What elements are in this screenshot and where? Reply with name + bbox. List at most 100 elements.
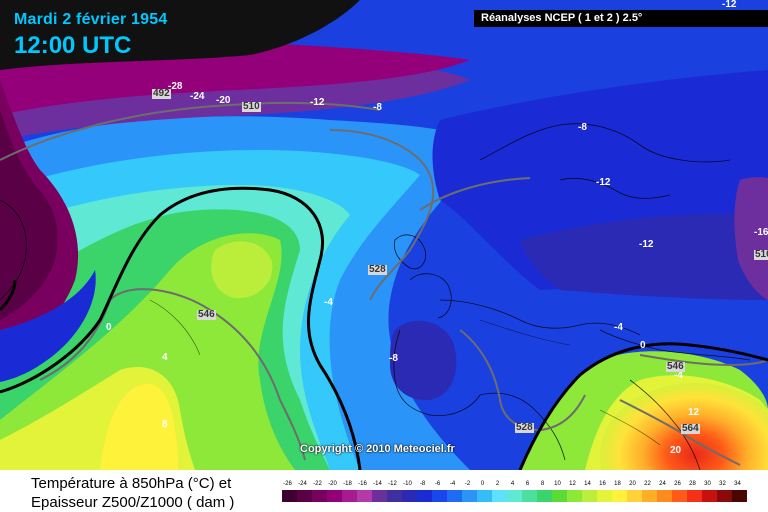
scale-swatch xyxy=(642,490,657,502)
temp-label: 0 xyxy=(640,340,646,351)
temp-label: -4 xyxy=(614,322,623,333)
scale-tick-label: 18 xyxy=(614,481,621,487)
scale-tick-label: -14 xyxy=(373,481,382,487)
scale-swatch xyxy=(462,490,477,502)
scale-tick-label: -26 xyxy=(283,481,292,487)
scale-tick-label: -24 xyxy=(298,481,307,487)
scale-swatch xyxy=(342,490,357,502)
scale-swatch xyxy=(582,490,597,502)
scale-tick-label: 2 xyxy=(495,481,500,487)
scale-tick-label: -4 xyxy=(449,481,456,487)
scale-tick-label: -22 xyxy=(313,481,322,487)
scale-swatch xyxy=(417,490,432,502)
temperature-map xyxy=(0,0,768,470)
scale-tick-label: -18 xyxy=(343,481,352,487)
temp-label: -16 xyxy=(754,227,768,238)
scale-tick-label: -12 xyxy=(388,481,397,487)
scale-swatch xyxy=(672,490,687,502)
color-scale: -26 -24 -22 -20 -18 -16 -14 -12 -10 -8 -6 -4 -2 0 2 4 6 8… xyxy=(282,480,747,508)
thickness-label: 564 xyxy=(681,423,700,434)
scale-tick-label: 32 xyxy=(719,481,726,487)
scale-tick-label: -2 xyxy=(464,481,471,487)
temp-label: -8 xyxy=(578,122,587,133)
source-label: Réanalyses NCEP ( 1 et 2 ) 2.5° xyxy=(474,10,768,27)
field-yellow xyxy=(100,383,178,470)
field-purple-left-inner xyxy=(0,110,58,320)
scale-swatch xyxy=(687,490,702,502)
greenland-area xyxy=(0,0,360,70)
temp-label: 0 xyxy=(106,322,112,333)
scale-tick-label: 4 xyxy=(510,481,515,487)
coastlines xyxy=(0,123,751,470)
scale-swatch xyxy=(492,490,507,502)
scale-tick-label: 34 xyxy=(734,481,741,487)
thickness-label: 510 xyxy=(754,250,768,260)
temp-label: 20 xyxy=(670,445,682,456)
scale-swatch xyxy=(732,490,747,502)
scale-swatch xyxy=(447,490,462,502)
map-date: Mardi 2 février 1954 xyxy=(14,11,168,28)
thickness-label: 528 xyxy=(368,264,387,275)
scale-swatch xyxy=(507,490,522,502)
temp-label: -24 xyxy=(190,91,205,102)
scale-swatch xyxy=(327,490,342,502)
field-deep-blue-left xyxy=(0,270,96,382)
scale-tick-label: 22 xyxy=(644,481,651,487)
temp-label: -8 xyxy=(389,353,398,364)
scale-swatch xyxy=(702,490,717,502)
temp-label: -12 xyxy=(722,0,737,10)
legend-title-line2: Epaisseur Z500/Z1000 ( dam ) xyxy=(31,494,235,511)
scale-swatch xyxy=(567,490,582,502)
scale-tick-label: 20 xyxy=(629,481,636,487)
scale-tick-label: 6 xyxy=(525,481,530,487)
isotherm-zero xyxy=(0,186,768,470)
map-time: 12:00 UTC xyxy=(14,32,132,59)
cold-pool xyxy=(390,320,457,401)
scale-tick-label: -8 xyxy=(419,481,426,487)
scale-swatch xyxy=(372,490,387,502)
field-deep-blue-2 xyxy=(520,213,768,300)
scale-swatch xyxy=(387,490,402,502)
temp-label: -4 xyxy=(324,297,333,308)
scale-tick-label: -6 xyxy=(434,481,441,487)
scale-swatch xyxy=(297,490,312,502)
scale-swatch xyxy=(432,490,447,502)
scale-tick-label: 26 xyxy=(674,481,681,487)
scale-swatch xyxy=(612,490,627,502)
thin-isotherms xyxy=(149,299,661,446)
temp-label: -28 xyxy=(168,81,183,92)
scale-tick-label: 8 xyxy=(540,481,545,487)
scale-tick-label: 14 xyxy=(584,481,591,487)
temp-label: -20 xyxy=(216,95,231,106)
scale-tick-label: 24 xyxy=(659,481,666,487)
scale-swatch xyxy=(282,490,297,502)
scale-swatch xyxy=(522,490,537,502)
scale-swatch xyxy=(657,490,672,502)
scale-tick-label: 16 xyxy=(599,481,606,487)
field-far-right-cold xyxy=(734,177,768,300)
thickness-label: 528 xyxy=(515,422,534,433)
temp-label: -4 xyxy=(674,370,683,381)
scale-swatch xyxy=(402,490,417,502)
scale-swatch xyxy=(357,490,372,502)
scale-swatch xyxy=(552,490,567,502)
scale-swatch xyxy=(627,490,642,502)
scale-tick-label: 0 xyxy=(480,481,485,487)
thickness-label: 510 xyxy=(242,101,261,112)
scale-tick-label: 30 xyxy=(704,481,711,487)
scale-swatch xyxy=(312,490,327,502)
temp-label: 12 xyxy=(688,407,700,418)
color-scale-ticks: -26 -24 -22 -20 -18 -16 -14 -12 -10 -8 -6 -4 -2 0 2 4 6 8… xyxy=(282,480,744,490)
temp-label: 4 xyxy=(162,352,168,363)
color-scale-swatches xyxy=(282,490,747,502)
legend-title-line1: Température à 850hPa (°C) et xyxy=(31,475,232,492)
scale-tick-label: 10 xyxy=(554,481,561,487)
scale-tick-label: -20 xyxy=(328,481,337,487)
field-lime-core xyxy=(211,241,273,299)
copyright-notice: Copyright © 2010 Meteociel.fr xyxy=(300,443,455,455)
thickness-label: 492 xyxy=(152,88,171,99)
temp-label: -8 xyxy=(373,102,382,113)
scale-tick-label: -10 xyxy=(403,481,412,487)
scale-swatch xyxy=(597,490,612,502)
